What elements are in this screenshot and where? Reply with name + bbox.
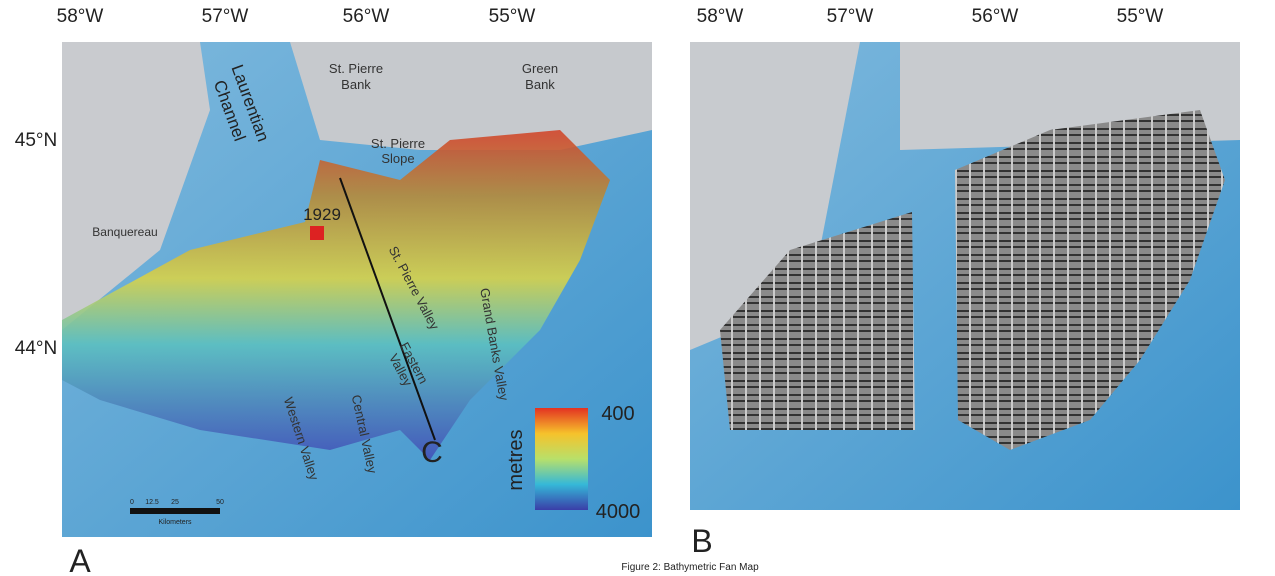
lon-label: 57°W [827,6,874,27]
lon-label: 55°W [1117,6,1164,27]
lon-label: 58°W [57,6,104,27]
lon-label: 58°W [697,6,744,27]
lon-label: 56°W [343,6,390,27]
event-year: 1929 [303,205,341,224]
panel-a [62,42,652,537]
feature-label: Slope [381,151,414,166]
colorbar-label: 400 [601,403,634,425]
feature-label: St. Pierre [371,136,425,151]
feature-label: Bank [341,77,371,92]
lon-label: 56°W [972,6,1019,27]
panel-b [690,42,1240,510]
lon-label: 55°W [489,6,536,27]
scale-tick: 0 [130,499,134,506]
feature-label: Bank [525,77,555,92]
section-label: C [421,436,443,469]
caption: Figure 2: Bathymetric Fan Map [621,562,759,573]
lat-label: 44°N [15,338,57,359]
feature-label: Green [522,61,558,76]
scale-bar [130,508,220,514]
panel-letter: B [691,523,712,559]
scale-tick: 12.5 [145,499,159,506]
colorbar [535,408,588,510]
scale-unit: Kilometers [158,519,192,526]
lon-label: 57°W [202,6,249,27]
scale-tick: 50 [216,499,224,506]
1929-marker [310,226,324,240]
scale-tick: 25 [171,499,179,506]
colorbar-title: metres [505,429,527,490]
figure: 58°W 57°W 56°W 55°W 45°N 44°N 58°W 57°W … [0,0,1275,576]
colorbar-label: 4000 [596,501,641,523]
lat-label: 45°N [15,130,57,151]
feature-label: Banquereau [92,225,157,239]
shelf [290,42,652,150]
feature-label: St. Pierre [329,61,383,76]
panel-letter: A [69,543,91,576]
